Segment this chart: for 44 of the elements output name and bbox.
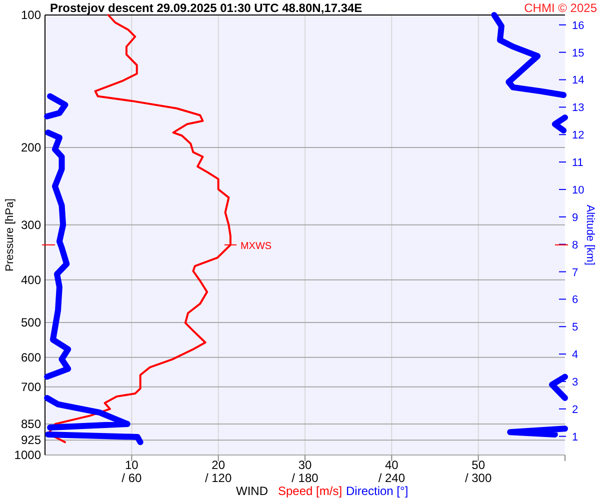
x-tick-label: 20: [212, 458, 226, 472]
y-tick-label: 600: [20, 350, 42, 364]
y2-tick-label: 12: [572, 130, 584, 142]
x2-tick-label: / 120: [204, 471, 232, 485]
y2-tick-label: 7: [572, 266, 578, 279]
y2-tick-label: 16: [572, 20, 584, 32]
x-tick-label: 50: [472, 458, 486, 472]
y2-tick-label: 8: [572, 239, 578, 252]
chart-title: Prostejov descent 29.09.2025 01:30 UTC 48.80N,17.34E: [50, 1, 362, 15]
y-tick-label: 500: [20, 316, 42, 330]
y2-tick-label: 2: [572, 404, 578, 416]
y2-tick-label: 6: [572, 294, 578, 306]
y2-axis-title: Altitude [km]: [584, 204, 596, 266]
y-tick-label: 300: [20, 218, 42, 232]
y2-tick-label: 10: [572, 184, 584, 196]
y2-tick-label: 1: [572, 431, 578, 444]
x2-tick-label: / 300: [464, 471, 492, 485]
y2-tick-label: 13: [572, 102, 584, 114]
text: Direction [°]: [346, 484, 408, 498]
y2-tick-label: 11: [572, 157, 584, 170]
text: CHMI © 2025: [524, 1, 598, 15]
y-tick-label: 850: [20, 416, 42, 431]
x-tick-label: 10: [124, 458, 139, 472]
x2-tick-label: / 60: [122, 471, 142, 485]
y-axis-title: Pressure [hPa]: [4, 198, 16, 272]
y-tick-label: 200: [20, 140, 42, 154]
y-tick-label: 1000: [14, 448, 42, 462]
y2-tick-label: 3: [572, 376, 578, 388]
y-tick-label: 700: [20, 380, 42, 394]
y2-tick-label: 4: [572, 349, 578, 362]
x2-tick-label: / 180: [292, 471, 319, 485]
y2-tick-label: 15: [572, 47, 584, 60]
text: Speed [m/s]: [278, 484, 342, 498]
y2-tick-label: 9: [572, 212, 578, 224]
x2-tick-label: / 240: [378, 471, 406, 485]
y2-tick-label: 14: [572, 74, 584, 87]
x-axis-title: WIND: [236, 484, 268, 498]
y2-tick-label: 5: [572, 322, 578, 334]
x-tick-label: 30: [298, 458, 312, 472]
y-tick-label: 100: [20, 8, 42, 22]
ref-line-label: MXWS: [240, 240, 272, 252]
y-tick-label: 400: [20, 272, 42, 287]
y-tick-label: 925: [20, 433, 42, 448]
x-tick-label: 40: [384, 458, 399, 472]
